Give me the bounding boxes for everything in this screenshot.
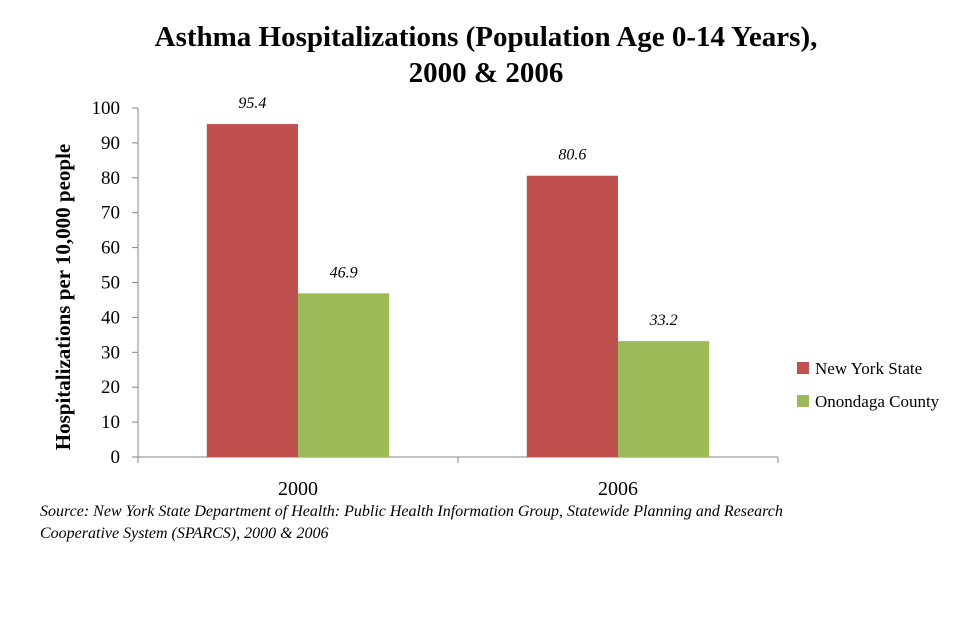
- bar: [618, 341, 710, 457]
- y-tick-label: 70: [101, 203, 120, 224]
- bar: [298, 293, 390, 457]
- chart-title-line1: Asthma Hospitalizations (Population Age …: [155, 21, 818, 53]
- y-axis-label: Hospitalizations per 10,000 people: [51, 144, 75, 450]
- x-tick-label: 2006: [598, 478, 638, 500]
- data-label: 95.4: [238, 95, 266, 112]
- y-tick-label: 0: [111, 447, 121, 468]
- legend: New York State Onondaga County: [797, 359, 940, 411]
- y-tick-label: 100: [92, 98, 121, 119]
- bar: [526, 175, 618, 457]
- source-line-1: Source: New York State Department of Hea…: [40, 503, 783, 520]
- y-tick-label: 30: [101, 342, 120, 363]
- y-tick-label: 90: [101, 133, 120, 154]
- bar-chart: Asthma Hospitalizations (Population Age …: [51, 21, 940, 500]
- legend-swatch: [797, 395, 809, 407]
- y-tick-label: 80: [101, 168, 120, 189]
- chart-title-line2: 2000 & 2006: [409, 57, 564, 89]
- data-label: 46.9: [330, 264, 358, 281]
- y-tick-label: 60: [101, 238, 120, 259]
- plot-area: 0 10 20 30 40 50 60 70 80 90 100 95.4 46.9 2000 80.6 33…: [92, 95, 779, 500]
- x-tick-label: 2000: [278, 478, 318, 500]
- source-note: Source: New York State Department of Hea…: [40, 501, 940, 545]
- legend-swatch: [797, 362, 809, 374]
- data-label: 33.2: [649, 312, 678, 329]
- source-line-2: Cooperative System (SPARCS), 2000 & 2006: [40, 525, 329, 542]
- bar: [206, 124, 298, 457]
- y-tick-label: 50: [101, 273, 120, 294]
- legend-entry: New York State: [815, 359, 922, 378]
- y-tick-label: 20: [101, 377, 120, 398]
- y-tick-label: 10: [101, 412, 120, 433]
- data-label: 80.6: [558, 147, 586, 164]
- y-tick-label: 40: [101, 307, 120, 328]
- legend-entry: Onondaga County: [815, 392, 940, 411]
